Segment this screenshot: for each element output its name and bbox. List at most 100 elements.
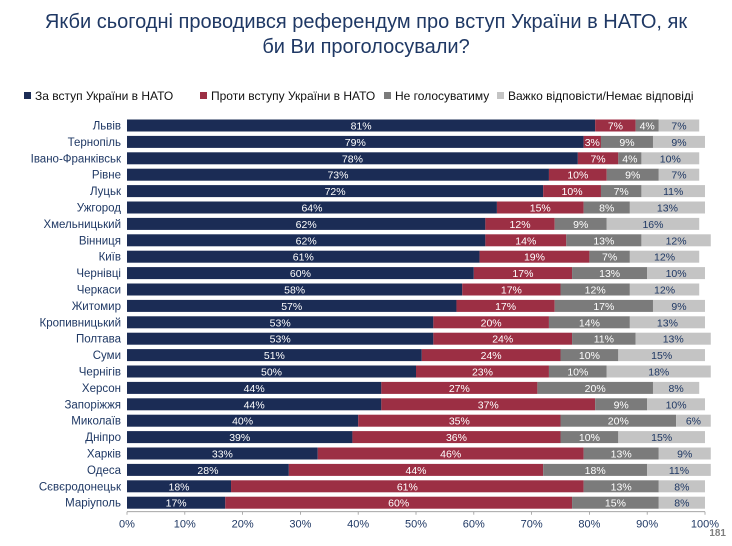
data-label: 79% [345, 137, 366, 149]
x-tick-label: 10% [174, 519, 196, 531]
data-label: 44% [405, 465, 426, 477]
data-label: 13% [599, 268, 620, 280]
bar-segment [618, 152, 642, 165]
bar-segment [548, 365, 607, 378]
data-label: 16% [642, 219, 663, 231]
bar-segment [127, 119, 596, 132]
bar-segment [127, 185, 544, 198]
data-label: 12% [654, 285, 675, 297]
bar-segment [583, 480, 659, 493]
bar-segment [606, 168, 659, 181]
data-label: 10% [579, 350, 600, 362]
data-label: 7% [671, 170, 686, 182]
legend-item-for: За вступ України в НАТО [24, 89, 173, 105]
data-label: 20% [585, 383, 606, 395]
bar-segment [485, 217, 555, 230]
bar-segment [572, 332, 636, 345]
bar-segment [641, 152, 700, 165]
data-label: 13% [657, 203, 678, 215]
data-label: 8% [669, 383, 684, 395]
data-label: 61% [397, 481, 418, 493]
bar-segment [416, 365, 549, 378]
data-label: 40% [232, 416, 253, 428]
bar-segment [479, 250, 590, 263]
x-tick-label: 90% [636, 519, 658, 531]
bar-segment [231, 480, 584, 493]
bar-segment [433, 332, 573, 345]
bar-segment [618, 349, 705, 362]
bar-segment [572, 496, 659, 509]
bar-segment [595, 398, 648, 411]
data-label: 20% [608, 416, 629, 428]
data-label: 4% [640, 121, 655, 133]
bar-segment [127, 201, 497, 214]
data-label: 61% [293, 252, 314, 264]
data-label: 11% [669, 465, 689, 477]
bar-segment [647, 267, 705, 280]
data-label: 9% [671, 137, 686, 149]
x-tick-label: 60% [463, 519, 485, 531]
bar-segment [548, 316, 630, 329]
bar-segment [618, 431, 705, 444]
x-tick-label: 50% [405, 519, 427, 531]
bar-segment [543, 463, 648, 476]
data-label: 17% [593, 301, 614, 313]
data-label: 12% [585, 285, 606, 297]
data-label: 3% [585, 137, 600, 149]
data-label: 44% [244, 399, 265, 411]
bar-segment [127, 480, 232, 493]
category-label: Суми [93, 350, 121, 362]
data-label: 37% [478, 399, 499, 411]
bar-segment [127, 431, 353, 444]
bar-segment [381, 398, 596, 411]
data-label: 17% [501, 285, 522, 297]
bar-segment [583, 447, 659, 460]
data-label: 12% [666, 235, 687, 247]
category-label: Вінниця [79, 235, 121, 247]
data-label: 7% [608, 121, 623, 133]
bar-segment [629, 316, 705, 329]
bar-segment [127, 267, 474, 280]
bar-segment [421, 349, 561, 362]
data-label: 12% [654, 252, 675, 264]
legend-swatch-not-vote [384, 92, 391, 99]
data-label: 17% [512, 268, 533, 280]
bar-segment [652, 381, 700, 394]
category-label: Кропивницький [40, 317, 121, 329]
data-label: 14% [579, 317, 600, 329]
data-label: 8% [599, 203, 614, 215]
data-label: 9% [671, 301, 686, 313]
bar-segment [127, 381, 382, 394]
bar-segment [606, 365, 711, 378]
data-label: 4% [622, 153, 637, 165]
category-label: Дніпро [85, 432, 121, 444]
bar-segment [606, 217, 700, 230]
bar-segment [127, 217, 486, 230]
bar-segment [381, 381, 538, 394]
bar-segment [496, 201, 584, 214]
data-label: 14% [515, 235, 536, 247]
data-label: 10% [579, 432, 600, 444]
x-tick-label: 70% [521, 519, 543, 531]
x-tick-label: 100% [691, 519, 719, 531]
bar-segment [127, 496, 226, 509]
data-label: 13% [663, 334, 684, 346]
category-label: Полтава [76, 334, 122, 346]
legend-label-for: За вступ України в НАТО [35, 89, 174, 103]
data-label: 18% [585, 465, 606, 477]
legend-label-not-vote: Не голосуватиму [395, 89, 490, 103]
bar-segment [572, 267, 648, 280]
bar-segment [127, 398, 382, 411]
bar-segment [583, 135, 601, 148]
data-label: 9% [619, 137, 634, 149]
bar-segment [560, 414, 677, 427]
data-label: 12% [510, 219, 531, 231]
data-label: 19% [524, 252, 545, 264]
legend-swatch-for [24, 92, 31, 99]
data-label: 53% [270, 317, 291, 329]
bar-segment [629, 283, 700, 296]
data-label: 36% [446, 432, 467, 444]
bar-segment [635, 332, 711, 345]
bar-segment [652, 135, 705, 148]
